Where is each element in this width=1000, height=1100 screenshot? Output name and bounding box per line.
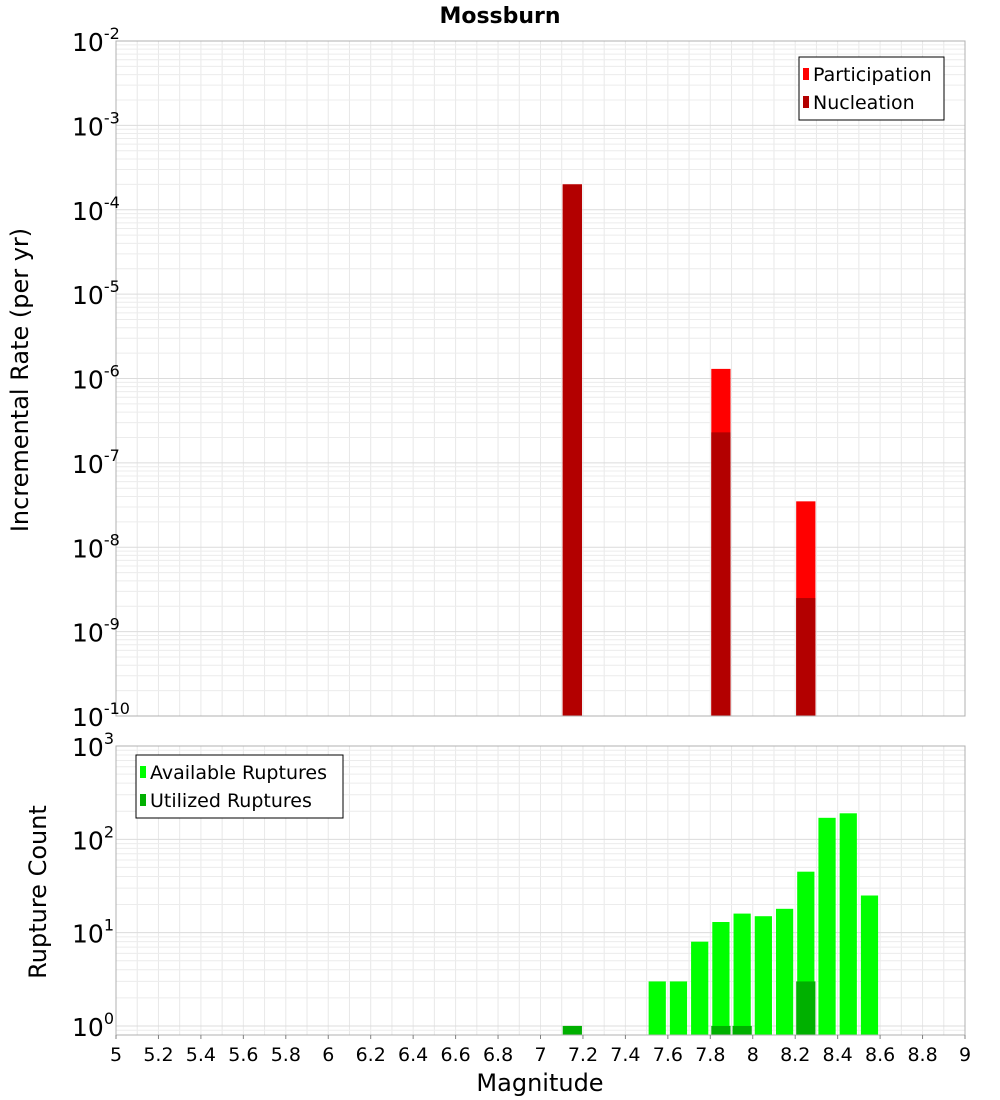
y-tick-label: 10-6 bbox=[72, 362, 120, 395]
y-tick-label: 10-3 bbox=[72, 108, 120, 141]
legend: Participation Nucleation bbox=[798, 56, 945, 121]
legend-label: Available Ruptures bbox=[150, 762, 327, 784]
x-tick-label: 9 bbox=[959, 1044, 971, 1066]
x-tick-label: 6 bbox=[322, 1044, 334, 1066]
grid bbox=[115, 40, 966, 717]
legend-swatch bbox=[803, 68, 809, 80]
x-tick-label: 6.2 bbox=[356, 1044, 386, 1066]
x-tick-label: 5.6 bbox=[228, 1044, 258, 1066]
x-tick-label: 8.2 bbox=[780, 1044, 810, 1066]
y-tick-label: 10-4 bbox=[72, 193, 120, 226]
x-tick-label: 7.8 bbox=[695, 1044, 725, 1066]
bar bbox=[796, 981, 816, 1035]
x-tick-label: 5 bbox=[110, 1044, 122, 1066]
legend-label: Participation bbox=[813, 64, 932, 86]
series-secondary bbox=[562, 184, 816, 717]
y-tick-label: 10-9 bbox=[72, 615, 120, 648]
bar bbox=[754, 916, 772, 1035]
y-tick-label: 102 bbox=[72, 822, 114, 855]
series-secondary bbox=[562, 981, 816, 1035]
x-tick-label: 5.4 bbox=[186, 1044, 216, 1066]
rate-y-axis-title: Incremental Rate (per yr) bbox=[6, 228, 34, 532]
legend-swatch bbox=[803, 96, 809, 108]
plot-frame bbox=[115, 40, 966, 717]
bar bbox=[711, 432, 731, 716]
legend-box bbox=[798, 56, 945, 121]
y-tick-label: 10-2 bbox=[72, 24, 120, 57]
x-tick-label: 8.4 bbox=[823, 1044, 853, 1066]
x-axis-title: Magnitude bbox=[476, 1069, 603, 1097]
x-tick-label: 7 bbox=[534, 1044, 546, 1066]
bar bbox=[691, 941, 709, 1035]
bar bbox=[562, 1025, 582, 1035]
y-tick-label: 10-10 bbox=[72, 699, 130, 732]
x-tick-label: 6.6 bbox=[440, 1044, 470, 1066]
legend: Available Ruptures Utilized Ruptures bbox=[135, 754, 344, 819]
x-tick-label: 6.8 bbox=[483, 1044, 513, 1066]
x-tick-label: 7.2 bbox=[568, 1044, 598, 1066]
bar bbox=[860, 895, 879, 1035]
count-panel: 100 101 102 103 Available Ruptures Utilized R… bbox=[72, 729, 971, 1066]
chart-title: Mossburn bbox=[439, 4, 560, 29]
y-tick-label: 10-7 bbox=[72, 446, 120, 479]
bar bbox=[711, 1025, 731, 1035]
bar bbox=[669, 981, 688, 1035]
legend-label: Utilized Ruptures bbox=[150, 790, 312, 812]
legend-swatch bbox=[140, 766, 146, 778]
count-y-axis-title: Rupture Count bbox=[24, 805, 52, 979]
bar bbox=[648, 981, 666, 1035]
x-tick-label: 8 bbox=[747, 1044, 759, 1066]
y-tick-label: 100 bbox=[72, 1009, 114, 1042]
x-tick-label: 7.4 bbox=[610, 1044, 640, 1066]
y-tick-label: 10-5 bbox=[72, 277, 120, 310]
x-tick-label: 8.8 bbox=[907, 1044, 937, 1066]
bar bbox=[839, 813, 857, 1035]
legend-swatch bbox=[140, 794, 146, 806]
series-primary bbox=[563, 813, 879, 1035]
legend-label: Nucleation bbox=[813, 92, 915, 114]
legend-box bbox=[135, 754, 344, 819]
bar bbox=[818, 817, 836, 1035]
y-tick-label: 10-8 bbox=[72, 530, 120, 563]
rate-panel: 10-10 10-9 10-8 10-7 10-6 10-5 10-4 10-3 10-2 Par… bbox=[72, 24, 966, 732]
x-tick-label: 6.4 bbox=[398, 1044, 428, 1066]
x-tick-label: 8.6 bbox=[865, 1044, 895, 1066]
bar bbox=[732, 1025, 752, 1035]
bar bbox=[796, 598, 816, 716]
bar bbox=[733, 913, 751, 1035]
x-tick-label: 7.6 bbox=[653, 1044, 683, 1066]
x-tick-label: 5.8 bbox=[271, 1044, 301, 1066]
x-tick-label: 5.2 bbox=[143, 1044, 173, 1066]
x-axis: 5 5.2 5.4 5.6 5.8 6 6.2 6.4 6.6 6.8 7 7.2 7.4 7.6 7.8 8… bbox=[110, 1035, 971, 1066]
bar bbox=[562, 184, 582, 717]
y-tick-label: 101 bbox=[72, 916, 114, 949]
y-tick-label: 103 bbox=[72, 729, 114, 762]
bar bbox=[775, 908, 794, 1035]
bar bbox=[712, 922, 730, 1035]
